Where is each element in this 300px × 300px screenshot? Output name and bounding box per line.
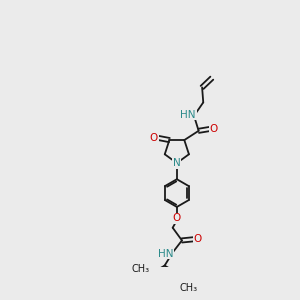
Text: CH₃: CH₃ <box>180 283 198 293</box>
Text: O: O <box>193 234 201 244</box>
Text: N: N <box>173 158 181 168</box>
Text: O: O <box>209 124 217 134</box>
Text: HN: HN <box>181 110 196 120</box>
Text: HN: HN <box>158 249 173 259</box>
Text: O: O <box>150 133 158 143</box>
Text: O: O <box>173 213 181 223</box>
Text: CH₃: CH₃ <box>132 264 150 274</box>
